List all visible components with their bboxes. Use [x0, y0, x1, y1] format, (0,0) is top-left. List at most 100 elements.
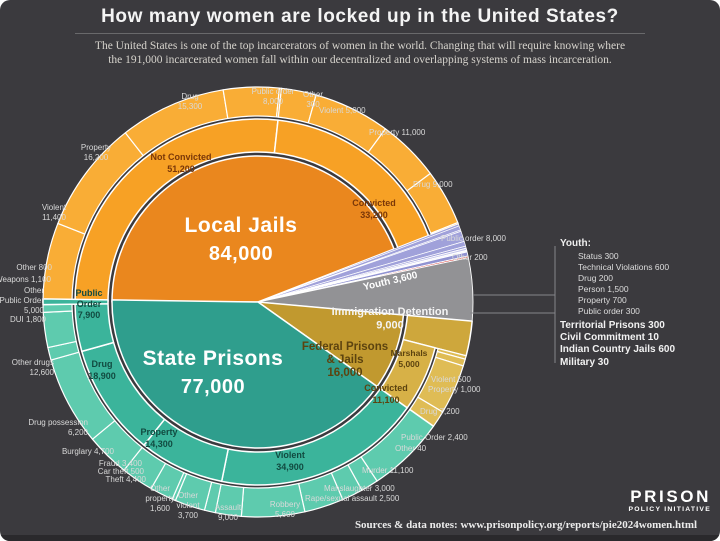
label-federal: Federal Prisons: [302, 341, 388, 353]
label-drug-possession: Drug possession: [28, 418, 88, 427]
page-title: How many women are locked up in the Unit…: [101, 6, 619, 27]
legend-item-public-order: Public order 300: [578, 306, 640, 316]
label-assault: 9,000: [218, 513, 239, 522]
label-state-drug: 18,900: [88, 371, 116, 381]
label-state-prisons: 77,000: [181, 376, 245, 398]
label-drug-nc: 15,300: [178, 102, 203, 111]
label-car-theft: Car theft 500: [98, 467, 145, 476]
label-drug-possession: 6,200: [68, 428, 89, 437]
label-state-property: Property: [140, 427, 177, 437]
label-drug-nc: Drug: [181, 92, 198, 101]
brand-logo: PRISON POLICY INITIATIVE: [628, 487, 711, 514]
label-property-c: Property 11,000: [369, 128, 426, 137]
label-state-prisons: State Prisons: [143, 347, 284, 370]
legend-item-civil-commitment: Civil Commitment 10: [560, 332, 659, 344]
label-jail-convicted: Convicted: [352, 198, 396, 208]
label-other-property-s: Other: [150, 484, 170, 493]
label-other-po-s: Other: [24, 286, 44, 295]
label-property-nc: Property: [81, 143, 111, 152]
label-immigration: Immigration Detention: [332, 306, 449, 318]
label-other-po-s: 5,000: [24, 306, 45, 315]
label-marshals: 5,000: [398, 359, 420, 369]
subtitle-line-1: The United States is one of the top inca…: [94, 40, 626, 52]
label-publicorder-c: Public order 8,000: [441, 234, 506, 243]
label-theft: Theft 4,400: [106, 475, 147, 484]
legend-item-property: Property 700: [578, 295, 627, 305]
youth-legend: Youth: Status 300 Technical Violations 6…: [560, 238, 675, 369]
label-other-drugs: 12,600: [30, 368, 55, 377]
label-local-jails: 84,000: [209, 243, 273, 265]
label-jail-not-convicted: Not Convicted: [150, 152, 211, 162]
label-other-drugs: Other drugs: [12, 358, 54, 367]
label-federal: & Jails: [326, 354, 363, 366]
label-violent-f: Violent 500: [431, 375, 471, 384]
label-property-f: Property 1,000: [428, 385, 481, 394]
label-other-property-s: 1,600: [150, 504, 171, 513]
label-rape: Rape/sexual assault 2,500: [305, 494, 400, 503]
label-fraud: Fraud 3,400: [99, 459, 143, 468]
label-other-property-s: property: [145, 494, 174, 503]
label-other-f: Other 40: [395, 444, 427, 453]
label-drug-f: Drug 7,200: [420, 407, 460, 416]
label-publicorder-nc: 8,000: [263, 97, 284, 106]
label-state-violent: 34,900: [276, 462, 304, 472]
bottom-strip: [0, 535, 720, 541]
label-murder: Murder 11,100: [362, 466, 414, 475]
label-other-violent-s: 3,700: [178, 511, 199, 520]
wedge-local-jails: [111, 155, 395, 303]
label-other-violent-s: violent: [176, 501, 200, 510]
label-federal-convicted: Convicted: [364, 383, 408, 393]
label-property-nc: 16,200: [84, 153, 109, 162]
label-robbery: Robbery: [270, 500, 300, 509]
label-other-nc: 300: [306, 100, 320, 109]
label-marshals: Marshals: [391, 348, 428, 358]
legend-item-technical-violations: Technical Violations 600: [578, 262, 670, 272]
label-manslaughter: Manslaughter 3,000: [324, 484, 395, 493]
label-burglary: Burglary 4,700: [62, 447, 115, 456]
brand-line-1: PRISON: [630, 487, 711, 506]
legend-youth-header: Youth:: [560, 238, 591, 249]
label-publicorder-f: Public Order 2,400: [401, 433, 468, 442]
label-state-po: 7,900: [78, 310, 101, 320]
wedge-weapons: [42, 303, 73, 314]
legend-item-drug: Drug 200: [578, 273, 613, 283]
title-divider: [75, 33, 645, 34]
label-federal-convicted: 11,100: [372, 395, 399, 405]
subtitle-line-2: the 191,000 incarcerated women fall with…: [108, 54, 612, 66]
label-publicorder-nc: Public order: [252, 87, 295, 96]
label-state-po: Public: [75, 288, 102, 298]
label-state-property: 14,300: [145, 439, 173, 449]
legend-item-status: Status 300: [578, 251, 619, 261]
label-violent-nc: 11,400: [42, 213, 66, 222]
label-other-c: Other 200: [452, 253, 488, 262]
page-subtitle: The United States is one of the top inca…: [0, 39, 720, 67]
label-assault: Assault: [215, 503, 242, 512]
label-weapons: Weapons 1,100: [0, 275, 52, 284]
label-robbery: 5,600: [275, 510, 296, 519]
brand-line-2: POLICY INITIATIVE: [628, 506, 711, 513]
label-violent-c: Violent 5,000: [319, 106, 366, 115]
wedge-state-prisons: [111, 299, 378, 449]
label-state-drug: Drug: [92, 359, 113, 369]
wedge-other-state: [42, 298, 109, 306]
label-other-po-s: Public Order: [0, 296, 44, 305]
sources-note: Sources & data notes: www.prisonpolicy.o…: [354, 519, 698, 531]
label-jail-convicted: 33,200: [360, 210, 388, 220]
label-drug-c: Drug 9,000: [413, 180, 453, 189]
label-jail-not-convicted: 51,200: [167, 164, 195, 174]
label-violent-nc: Violent: [42, 203, 67, 212]
label-federal: 16,000: [327, 367, 362, 379]
label-other-violent-s: Other: [178, 491, 198, 500]
label-other-state: Other 800: [16, 263, 52, 272]
label-immigration: 9,000: [376, 320, 404, 332]
label-state-po: Order: [77, 299, 102, 309]
legend-item-person: Person 1,500: [578, 284, 629, 294]
legend-item-territorial-prisons: Territorial Prisons 300: [560, 320, 665, 331]
label-other-nc: Other: [303, 90, 323, 99]
label-dui: DUI 1,800: [10, 315, 47, 324]
label-local-jails: Local Jails: [185, 214, 298, 237]
legend-item-indian-country-jails: Indian Country Jails 600: [560, 344, 676, 356]
label-state-violent: Violent: [275, 450, 305, 460]
